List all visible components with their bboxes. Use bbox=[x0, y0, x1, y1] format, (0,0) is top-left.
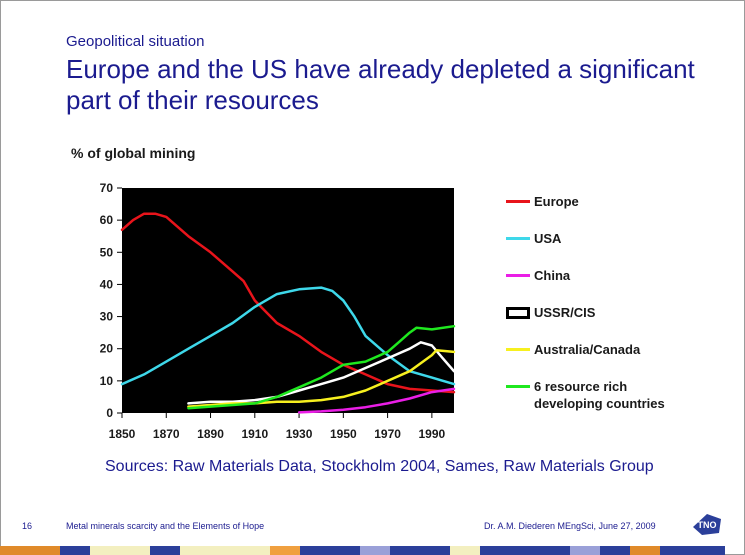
x-tick-label: 1990 bbox=[419, 427, 446, 441]
x-tick-label: 1850 bbox=[109, 427, 136, 441]
y-tick-label: 40 bbox=[100, 277, 114, 291]
legend-swatch-europe bbox=[506, 200, 530, 203]
chart-legend: Europe USA China USSR/CIS Australia/Cana… bbox=[506, 0, 736, 430]
legend-item-europe: Europe bbox=[506, 193, 694, 210]
legend-swatch-australia-canada bbox=[506, 348, 530, 351]
legend-label-developing: 6 resource rich developing countries bbox=[534, 379, 665, 411]
series-line-ussr-cis bbox=[187, 341, 456, 405]
legend-item-developing: 6 resource rich developing countries bbox=[506, 378, 694, 412]
y-tick-label: 20 bbox=[100, 342, 114, 356]
page-number: 16 bbox=[22, 521, 33, 531]
series-line-6-resource-rich-developing-countries bbox=[187, 324, 456, 410]
y-tick-label: 70 bbox=[100, 181, 114, 195]
y-tick-label: 30 bbox=[100, 310, 114, 324]
legend-label-china: China bbox=[534, 268, 571, 283]
legend-item-usa: USA bbox=[506, 230, 694, 247]
sources-note: Sources: Raw Materials Data, Stockholm 2… bbox=[105, 458, 654, 475]
slide-subtitle: Geopolitical situation bbox=[66, 33, 205, 50]
series-line-china bbox=[297, 387, 456, 414]
x-tick-label: 1910 bbox=[241, 427, 268, 441]
legend-swatch-developing bbox=[506, 385, 530, 388]
chart-ylabel: % of global mining bbox=[71, 145, 196, 161]
y-tick-label: 10 bbox=[100, 374, 114, 388]
x-tick-label: 1950 bbox=[330, 427, 357, 441]
slide-title: Europe and the US have already depleted … bbox=[66, 54, 695, 115]
legend-swatch-usa bbox=[506, 237, 530, 240]
tno-logo: TNO bbox=[693, 514, 721, 535]
y-tick-label: 0 bbox=[106, 406, 113, 420]
legend-label-australia-canada: Australia/Canada bbox=[534, 342, 641, 357]
legend-item-china: China bbox=[506, 267, 694, 284]
y-tick-label: 60 bbox=[100, 213, 114, 227]
series-line-australia-canada bbox=[187, 349, 456, 408]
legend-swatch-ussr bbox=[506, 307, 530, 319]
legend-label-ussr: USSR/CIS bbox=[534, 305, 596, 320]
legend-label-usa: USA bbox=[534, 231, 562, 246]
footer-title: Metal minerals scarcity and the Elements… bbox=[66, 521, 265, 531]
x-tick-label: 1930 bbox=[286, 427, 313, 441]
footer-author-date: Dr. A.M. Diederen MEngSci, June 27, 2009 bbox=[484, 521, 656, 531]
footer-stripe bbox=[0, 546, 745, 555]
x-tick-label: 1970 bbox=[374, 427, 401, 441]
x-tick-label: 1870 bbox=[153, 427, 180, 441]
series-line-europe bbox=[120, 212, 456, 394]
x-tick-label: 1890 bbox=[197, 427, 224, 441]
legend-item-australia-canada: Australia/Canada bbox=[506, 341, 694, 358]
legend-label-europe: Europe bbox=[534, 194, 579, 209]
legend-item-ussr: USSR/CIS bbox=[506, 304, 694, 321]
legend-swatch-china bbox=[506, 274, 530, 277]
logo-text: TNO bbox=[698, 520, 717, 530]
y-tick-label: 50 bbox=[100, 245, 114, 259]
